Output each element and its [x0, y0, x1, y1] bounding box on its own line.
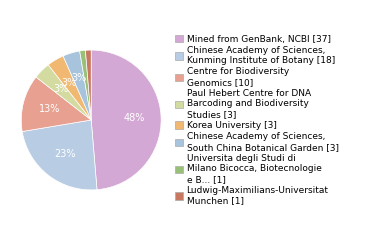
Wedge shape: [36, 65, 91, 120]
Wedge shape: [48, 56, 91, 120]
Text: 23%: 23%: [54, 149, 75, 159]
Text: 3%: 3%: [62, 78, 77, 88]
Wedge shape: [86, 50, 91, 120]
Text: 3%: 3%: [53, 84, 68, 94]
Wedge shape: [80, 50, 91, 120]
Wedge shape: [21, 77, 91, 132]
Wedge shape: [22, 120, 97, 190]
Legend: Mined from GenBank, NCBI [37], Chinese Academy of Sciences,
Kunming Institute of: Mined from GenBank, NCBI [37], Chinese A…: [175, 35, 339, 205]
Text: 48%: 48%: [124, 113, 145, 123]
Wedge shape: [63, 51, 91, 120]
Wedge shape: [91, 50, 161, 190]
Text: 3%: 3%: [71, 73, 87, 84]
Text: 13%: 13%: [38, 104, 60, 114]
